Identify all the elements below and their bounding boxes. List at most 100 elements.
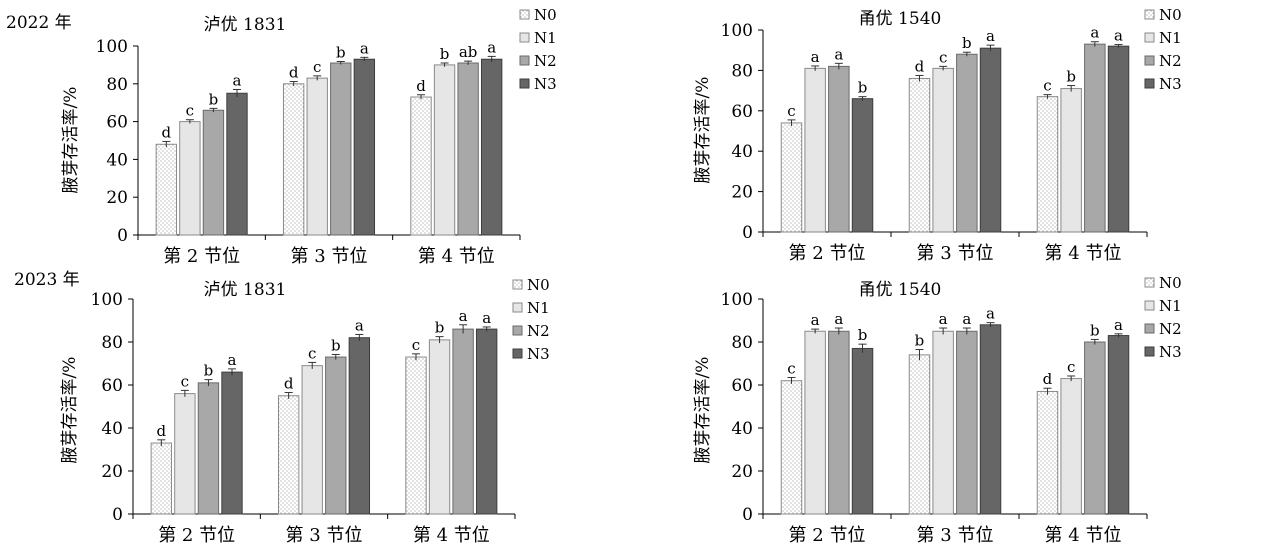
significance-letter: b <box>1066 68 1076 86</box>
bar-n0 <box>282 83 305 236</box>
bar-n3 <box>1107 45 1130 233</box>
y-axis-label: 腋芽存活率/% <box>693 77 713 184</box>
legend-swatch-n0 <box>1144 9 1155 20</box>
bar-n1 <box>804 67 826 233</box>
significance-letter: a <box>986 27 995 45</box>
bar-n1 <box>306 77 328 236</box>
legend-swatch-n1 <box>1144 32 1155 43</box>
y-tick-label: 20 <box>731 183 753 203</box>
bar-n1 <box>174 393 196 515</box>
significance-letter: c <box>939 48 947 66</box>
x-category-label: 第 3 节位 <box>286 525 363 546</box>
y-tick-label: 100 <box>721 21 753 41</box>
x-category-label: 第 4 节位 <box>1045 243 1122 264</box>
bar-n1 <box>301 365 323 515</box>
y-tick-label: 60 <box>101 376 123 396</box>
significance-letter: b <box>1090 321 1100 339</box>
bar-n1 <box>1060 378 1082 515</box>
legend-swatch-n1 <box>512 302 523 313</box>
legend-label-n0: N0 <box>1159 6 1182 24</box>
legend-swatch-n2 <box>1144 323 1155 334</box>
legend-swatch-n0 <box>512 279 523 290</box>
significance-letter: ab <box>459 43 478 61</box>
y-axis-label: 腋芽存活率/% <box>60 357 80 464</box>
bar-n2 <box>828 330 850 515</box>
bar-n2 <box>202 109 225 236</box>
significance-letter: a <box>939 310 948 328</box>
significance-letter: c <box>313 58 321 76</box>
significance-letter: a <box>482 309 491 327</box>
chart-title: 甬优 1540 <box>859 280 942 300</box>
legend-label-n3: N3 <box>1159 75 1182 93</box>
legend-swatch-n1 <box>519 32 530 43</box>
legend-label-n1: N1 <box>1159 29 1182 47</box>
bar-n3 <box>221 371 243 515</box>
bar-n0 <box>908 77 931 233</box>
bar-n2 <box>197 382 220 515</box>
legend-swatch-n3 <box>1144 346 1155 357</box>
x-category-label: 第 2 节位 <box>158 525 235 546</box>
legend-swatch-n0 <box>519 9 530 20</box>
significance-letter: c <box>787 102 795 120</box>
significance-letter: c <box>186 102 194 120</box>
legend-swatch-n1 <box>1144 300 1155 311</box>
x-category-label: 第 3 节位 <box>291 246 368 267</box>
bar-n3 <box>851 347 874 515</box>
bar-n1 <box>1060 88 1082 233</box>
significance-letter: a <box>233 71 242 89</box>
bar-n2 <box>956 53 978 233</box>
significance-letter: a <box>360 39 369 57</box>
bar-n3 <box>480 58 503 236</box>
legend-swatch-n3 <box>519 78 530 89</box>
significance-letter: a <box>1090 24 1099 42</box>
x-category-label: 第 3 节位 <box>917 243 994 264</box>
x-category-label: 第 3 节位 <box>917 525 994 546</box>
legend-label-n3: N3 <box>1159 343 1182 361</box>
chart-title: 甬优 1540 <box>859 9 942 29</box>
bar-n0 <box>780 380 803 515</box>
bar-n2 <box>828 65 850 233</box>
bar-n1 <box>932 330 954 515</box>
significance-letter: d <box>915 57 925 75</box>
bar-n1 <box>179 121 201 236</box>
x-category-label: 第 2 节位 <box>163 246 240 267</box>
legend-label-n0: N0 <box>534 6 557 24</box>
legend-label-n1: N1 <box>534 29 557 47</box>
significance-letter: d <box>157 422 167 440</box>
significance-letter: d <box>284 375 294 393</box>
y-tick-label: 0 <box>742 505 753 525</box>
y-tick-label: 60 <box>731 102 753 122</box>
significance-letter: b <box>435 319 445 337</box>
significance-letter: a <box>355 316 364 334</box>
significance-letter: a <box>834 310 843 328</box>
bar-n0 <box>277 395 300 515</box>
bar-n1 <box>932 67 954 233</box>
year-label-2023: 2023 年 <box>14 270 80 290</box>
significance-letter: d <box>416 77 426 95</box>
significance-letter: b <box>440 45 450 63</box>
legend-label-n2: N2 <box>1159 320 1182 338</box>
y-tick-label: 20 <box>106 188 128 208</box>
x-category-label: 第 2 节位 <box>789 525 866 546</box>
significance-letter: a <box>962 310 971 328</box>
bar-n2 <box>1084 43 1106 233</box>
significance-letter: a <box>834 45 843 63</box>
y-tick-label: 20 <box>731 462 753 482</box>
bar-n2 <box>956 330 978 515</box>
legend-swatch-n3 <box>1144 78 1155 89</box>
significance-letter: c <box>181 372 189 390</box>
significance-letter: c <box>787 359 795 377</box>
significance-letter: c <box>1043 77 1051 95</box>
chart-title: 泸优 1831 <box>204 280 287 300</box>
legend-label-n2: N2 <box>1159 52 1182 70</box>
bar-n0 <box>405 356 427 515</box>
significance-letter: b <box>331 336 341 354</box>
significance-letter: a <box>228 351 237 369</box>
bar-n1 <box>804 330 826 515</box>
bar-n1 <box>428 339 451 515</box>
y-tick-label: 80 <box>731 61 753 81</box>
legend-swatch-n2 <box>519 55 530 66</box>
significance-letter: c <box>412 336 420 354</box>
